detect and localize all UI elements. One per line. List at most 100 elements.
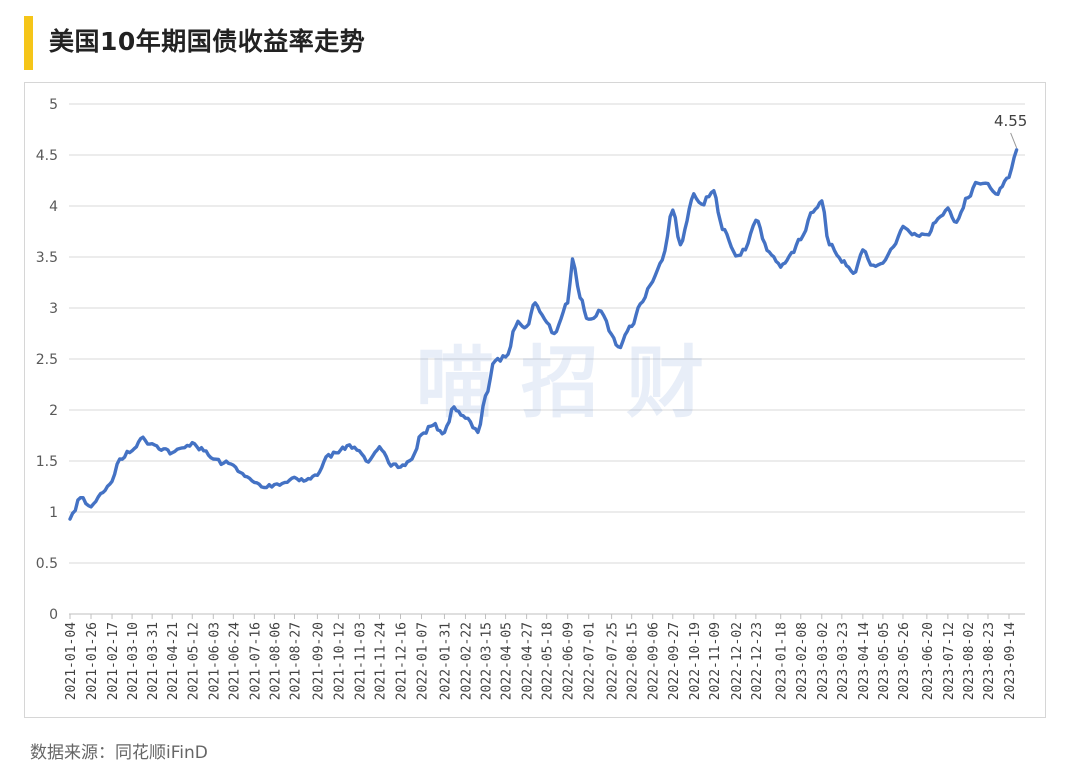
x-tick-label: 2021-09-20 <box>311 622 326 700</box>
data-point <box>947 207 949 209</box>
x-tick-label: 2022-07-25 <box>606 622 621 700</box>
x-tick-label: 2022-11-09 <box>708 622 723 700</box>
x-tick-label: 2022-07-01 <box>583 622 598 700</box>
x-tick-label: 2021-12-16 <box>395 622 410 700</box>
data-point <box>139 437 141 439</box>
data-point <box>955 221 957 223</box>
annotation-label: 4.55 <box>994 112 1027 130</box>
data-point <box>253 481 255 483</box>
data-point <box>90 506 92 508</box>
x-tick-label: 2023-01-18 <box>775 622 790 700</box>
data-point <box>399 466 401 468</box>
data-point <box>821 200 823 202</box>
x-tick-label: 2022-02-22 <box>459 622 474 700</box>
data-point <box>111 480 113 482</box>
data-point <box>779 266 781 268</box>
data-point <box>755 219 757 221</box>
data-point <box>545 321 547 323</box>
x-tick-label: 2023-04-14 <box>857 622 872 700</box>
data-point <box>325 456 327 458</box>
data-point <box>337 452 339 454</box>
x-tick-label: 2022-09-06 <box>647 622 662 700</box>
data-point <box>131 450 133 452</box>
y-tick-label: 5 <box>49 97 58 113</box>
x-tick-label: 2021-01-26 <box>85 622 100 700</box>
x-tick-label: 2022-04-05 <box>500 622 515 700</box>
data-point <box>365 460 367 462</box>
data-point <box>700 203 702 205</box>
data-point <box>284 481 286 483</box>
x-tick-label: 2021-03-31 <box>146 622 161 700</box>
data-point <box>183 447 185 449</box>
data-point <box>994 193 996 195</box>
data-point <box>1008 176 1010 178</box>
x-tick-label: 2021-03-10 <box>126 622 141 700</box>
data-point <box>892 246 894 248</box>
data-point <box>934 221 936 223</box>
data-point <box>504 356 506 358</box>
data-point <box>974 181 976 183</box>
data-point <box>661 259 663 261</box>
x-tick-label: 2021-08-27 <box>288 622 303 700</box>
data-point <box>244 475 246 477</box>
data-point <box>913 232 915 234</box>
x-tick-label: 2023-05-05 <box>877 622 892 700</box>
data-point <box>926 233 928 235</box>
data-point <box>273 483 275 485</box>
data-point <box>305 479 307 481</box>
data-point <box>263 486 265 488</box>
data-point <box>987 182 989 184</box>
data-point <box>118 458 120 460</box>
data-point <box>617 346 619 348</box>
data-point <box>713 190 715 192</box>
data-point <box>203 450 205 452</box>
data-point <box>525 325 527 327</box>
x-tick-label: 2022-04-27 <box>521 622 536 700</box>
data-point <box>862 249 864 251</box>
data-point <box>223 462 225 464</box>
data-point <box>828 244 830 246</box>
data-point <box>800 238 802 240</box>
data-point <box>484 395 486 397</box>
data-point <box>453 406 455 408</box>
data-point <box>788 255 790 257</box>
data-point <box>79 497 81 499</box>
data-point <box>69 518 71 520</box>
x-tick-label: 2023-06-20 <box>921 622 936 700</box>
x-tick-label: 2023-02-08 <box>795 622 810 700</box>
title-accent-bar <box>24 16 33 70</box>
y-tick-label: 1 <box>49 505 58 521</box>
data-point <box>812 211 814 213</box>
x-tick-label: 2021-05-12 <box>186 622 201 700</box>
x-tick-label: 2022-01-07 <box>416 622 431 700</box>
data-point <box>390 465 392 467</box>
y-tick-label: 2 <box>49 403 58 419</box>
y-tick-label: 4 <box>49 199 58 215</box>
x-tick-label: 2021-07-16 <box>248 622 263 700</box>
data-point <box>610 333 612 335</box>
x-tick-label: 2023-09-14 <box>1003 622 1018 700</box>
data-point <box>553 332 555 334</box>
data-point <box>171 452 173 454</box>
y-tick-label: 4.5 <box>36 148 58 164</box>
y-tick-label: 0 <box>49 607 58 623</box>
x-tick-label: 2022-12-02 <box>730 622 745 700</box>
data-point <box>768 251 770 253</box>
data-point <box>494 360 496 362</box>
data-point <box>443 431 445 433</box>
x-tick-label: 2022-03-15 <box>480 622 495 700</box>
x-tick-label: 2023-07-12 <box>942 622 957 700</box>
data-point <box>600 310 602 312</box>
x-tick-label: 2023-03-23 <box>836 622 851 700</box>
x-tick-label: 2022-01-31 <box>438 622 453 700</box>
data-point <box>672 209 674 211</box>
x-tick-label: 2021-01-04 <box>64 622 79 700</box>
x-tick-label: 2021-08-06 <box>268 622 283 700</box>
data-point <box>162 448 164 450</box>
x-tick-label: 2022-10-19 <box>688 622 703 700</box>
data-point <box>571 258 573 260</box>
data-point <box>346 445 348 447</box>
data-point <box>212 458 214 460</box>
data-point <box>99 492 101 494</box>
x-tick-label: 2023-03-02 <box>816 622 831 700</box>
